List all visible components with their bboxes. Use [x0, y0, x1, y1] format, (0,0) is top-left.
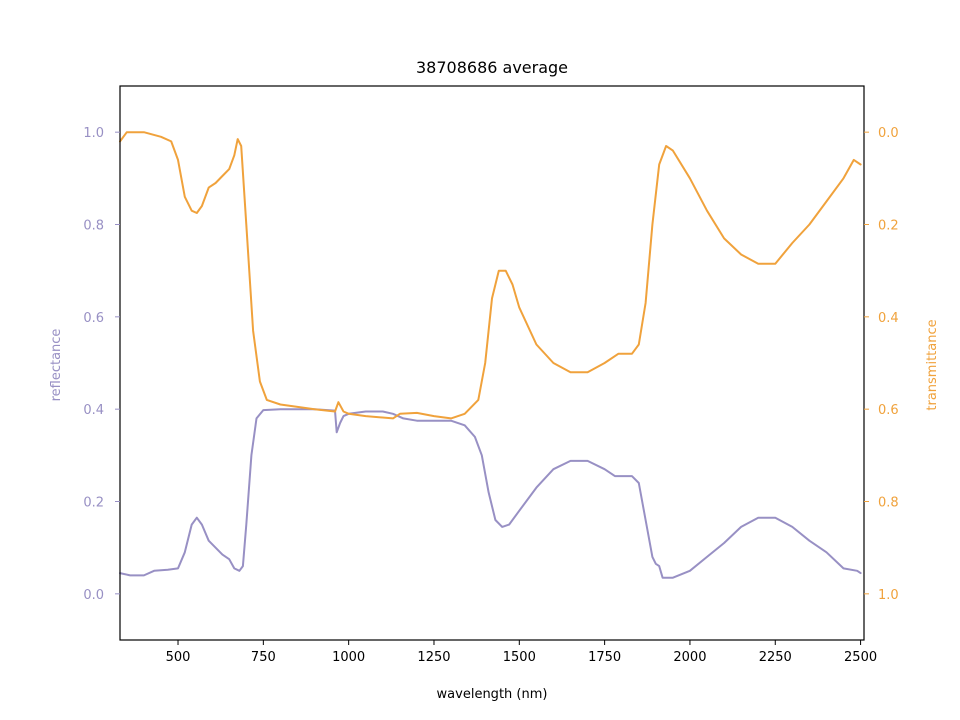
y-right-tick-label: 0.0 — [878, 126, 899, 141]
y-left-tick-label: 0.0 — [83, 588, 104, 603]
y-right-tick-label: 0.6 — [878, 403, 899, 418]
reflectance-line — [119, 408, 862, 579]
x-tick-label: 500 — [166, 650, 191, 665]
x-tick-label: 2250 — [759, 650, 792, 665]
x-tick-label: 750 — [251, 650, 276, 665]
x-axis-label: wavelength (nm) — [437, 687, 548, 702]
x-tick-label: 1000 — [332, 650, 365, 665]
x-tick-label: 2000 — [673, 650, 706, 665]
axes: 500 750 1000 1250 1500 1750 2000 2250 2500 0.0 0.2… — [83, 85, 899, 665]
y-left-tick-label: 0.8 — [83, 219, 104, 234]
y-right-tick-label: 0.4 — [878, 311, 899, 326]
y-left-tick-label: 0.6 — [83, 311, 104, 326]
x-tick-label: 2500 — [844, 650, 877, 665]
y-axis-right-label: transmittance — [925, 319, 940, 410]
y-left-tick-label: 0.2 — [83, 496, 104, 511]
plot-frame — [119, 85, 865, 641]
y-right-tick-label: 1.0 — [878, 588, 899, 603]
chart-title: 38708686 average — [416, 58, 568, 77]
x-tick-label: 1250 — [417, 650, 450, 665]
y-left-tick-label: 1.0 — [83, 126, 104, 141]
transmittance-line — [119, 131, 862, 420]
y-left-tick-label: 0.4 — [83, 403, 104, 418]
y-axis-left-label: reflectance — [49, 329, 64, 402]
x-tick-label: 1750 — [588, 650, 621, 665]
plot-area — [119, 131, 862, 579]
y-right-tick-label: 0.2 — [878, 219, 899, 234]
y-right-tick-label: 0.8 — [878, 496, 899, 511]
x-tick-label: 1500 — [503, 650, 536, 665]
